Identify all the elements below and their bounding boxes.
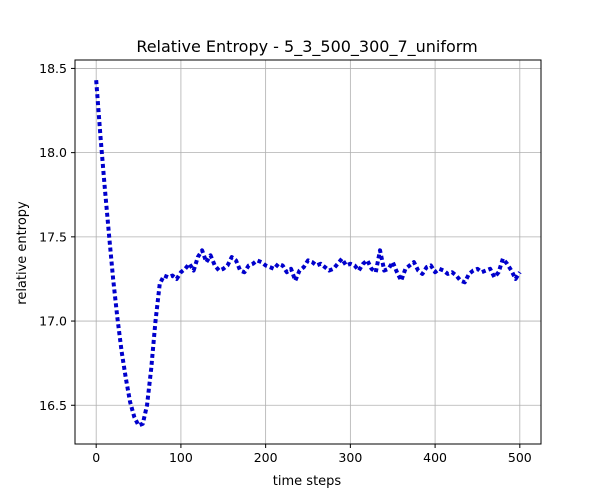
y-tick-label: 17.5 [39, 229, 67, 244]
x-tick-label: 300 [338, 450, 362, 465]
grid-lines [75, 60, 541, 444]
chart-title: Relative Entropy - 5_3_500_300_7_uniform [136, 37, 477, 57]
relative-entropy-series-line [94, 80, 522, 428]
y-tick-label: 16.5 [39, 398, 67, 413]
x-tick-label: 100 [169, 450, 193, 465]
x-axis-label: time steps [273, 474, 342, 489]
axis-ticks: 0 100 200 300 400 500 16.5 17.0 17.5 18.0 18.5 [39, 61, 532, 465]
x-tick-label: 0 [92, 450, 100, 465]
x-tick-label: 500 [508, 450, 532, 465]
x-tick-label: 200 [254, 450, 278, 465]
series-layer [94, 80, 522, 428]
y-tick-label: 17.0 [39, 314, 67, 329]
y-tick-label: 18.5 [39, 61, 67, 76]
y-axis-label: relative entropy [15, 201, 30, 305]
x-tick-label: 400 [423, 450, 447, 465]
plot-frame [74, 59, 542, 445]
y-tick-label: 18.0 [39, 145, 67, 160]
